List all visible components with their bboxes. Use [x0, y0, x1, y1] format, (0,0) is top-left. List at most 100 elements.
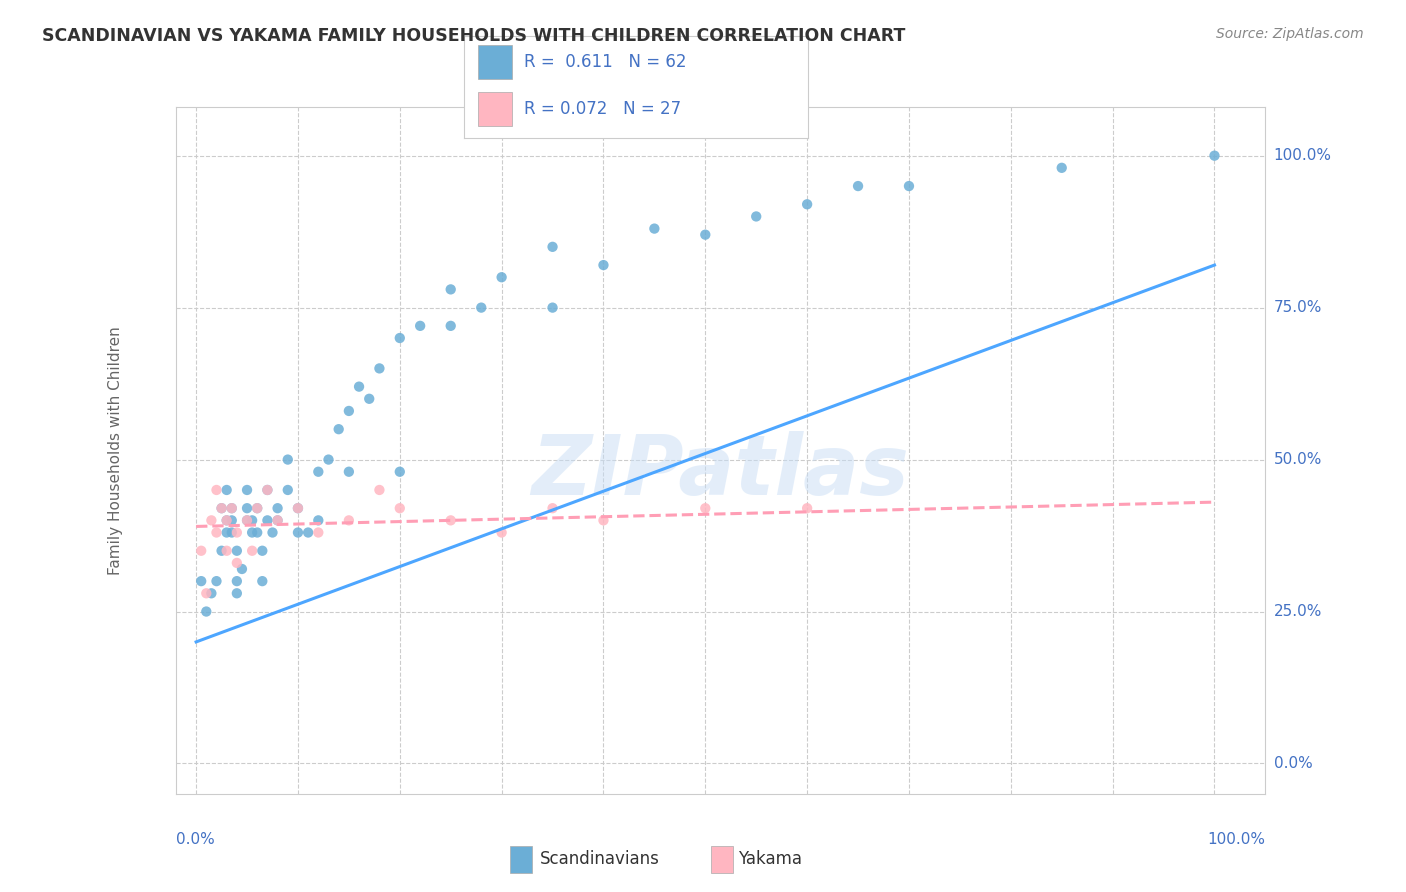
Point: [277, 483, 299, 497]
Point: [695, 227, 717, 242]
Point: [266, 513, 288, 527]
Point: [337, 513, 360, 527]
Point: [195, 605, 218, 619]
Point: [266, 501, 288, 516]
Point: [287, 525, 309, 540]
Point: [440, 318, 463, 333]
Text: Scandinavians: Scandinavians: [540, 850, 659, 868]
Point: [225, 525, 247, 540]
Point: [1204, 149, 1226, 163]
Point: [246, 525, 269, 540]
Text: SCANDINAVIAN VS YAKAMA FAMILY HOUSEHOLDS WITH CHILDREN CORRELATION CHART: SCANDINAVIAN VS YAKAMA FAMILY HOUSEHOLDS…: [42, 27, 905, 45]
Point: [236, 513, 259, 527]
Bar: [510, 847, 531, 872]
Point: [211, 543, 233, 558]
Point: [215, 525, 238, 540]
Point: [252, 574, 274, 589]
Point: [225, 543, 247, 558]
Point: [190, 574, 212, 589]
Point: [409, 318, 432, 333]
Text: 100.0%: 100.0%: [1208, 831, 1265, 847]
Point: [541, 301, 564, 315]
Point: [287, 501, 309, 516]
Point: [256, 483, 278, 497]
Point: [266, 513, 288, 527]
Text: R = 0.072   N = 27: R = 0.072 N = 27: [524, 100, 682, 118]
Bar: [478, 92, 512, 126]
Point: [287, 501, 309, 516]
Point: [211, 501, 233, 516]
Point: [347, 379, 370, 393]
Point: [307, 513, 329, 527]
Point: [221, 501, 243, 516]
Point: [262, 525, 284, 540]
Point: [491, 270, 513, 285]
Point: [236, 483, 259, 497]
Point: [440, 513, 463, 527]
Point: [205, 574, 228, 589]
Point: [231, 562, 253, 576]
Point: [491, 525, 513, 540]
Point: [225, 586, 247, 600]
Point: [388, 465, 411, 479]
Point: [846, 179, 869, 194]
Text: 75.0%: 75.0%: [1274, 300, 1322, 315]
Text: 0.0%: 0.0%: [176, 831, 215, 847]
Point: [240, 525, 263, 540]
Point: [897, 179, 920, 194]
Point: [211, 501, 233, 516]
Text: 100.0%: 100.0%: [1274, 148, 1331, 163]
Point: [695, 501, 717, 516]
Point: [215, 483, 238, 497]
Point: [195, 586, 218, 600]
Point: [205, 525, 228, 540]
Point: [215, 513, 238, 527]
Text: 25.0%: 25.0%: [1274, 604, 1322, 619]
Point: [318, 452, 340, 467]
Point: [368, 483, 391, 497]
Point: [256, 513, 278, 527]
Point: [388, 501, 411, 516]
Bar: [478, 45, 512, 78]
Point: [297, 525, 319, 540]
Bar: [711, 847, 733, 872]
Point: [236, 501, 259, 516]
Point: [796, 501, 818, 516]
Point: [221, 501, 243, 516]
Text: R =  0.611   N = 62: R = 0.611 N = 62: [524, 53, 686, 70]
Point: [592, 258, 614, 272]
Point: [541, 501, 564, 516]
Text: 0.0%: 0.0%: [1274, 756, 1312, 771]
Point: [368, 361, 391, 376]
Point: [240, 513, 263, 527]
Point: [440, 282, 463, 296]
Point: [1050, 161, 1073, 175]
Point: [745, 210, 768, 224]
Point: [200, 586, 222, 600]
Point: [240, 543, 263, 558]
Point: [215, 513, 238, 527]
Point: [337, 465, 360, 479]
Point: [643, 221, 665, 235]
Text: 50.0%: 50.0%: [1274, 452, 1322, 467]
Text: Yakama: Yakama: [738, 850, 803, 868]
Point: [200, 513, 222, 527]
Point: [277, 452, 299, 467]
Point: [796, 197, 818, 211]
Point: [359, 392, 381, 406]
Point: [252, 543, 274, 558]
Text: ZIPatlas: ZIPatlas: [531, 431, 910, 512]
Point: [190, 543, 212, 558]
Point: [225, 556, 247, 570]
Point: [388, 331, 411, 345]
Point: [592, 513, 614, 527]
Point: [221, 513, 243, 527]
Point: [221, 525, 243, 540]
Point: [246, 501, 269, 516]
Point: [215, 543, 238, 558]
Point: [337, 404, 360, 418]
Point: [246, 501, 269, 516]
Text: Family Households with Children: Family Households with Children: [108, 326, 124, 574]
Point: [328, 422, 350, 436]
Point: [225, 574, 247, 589]
